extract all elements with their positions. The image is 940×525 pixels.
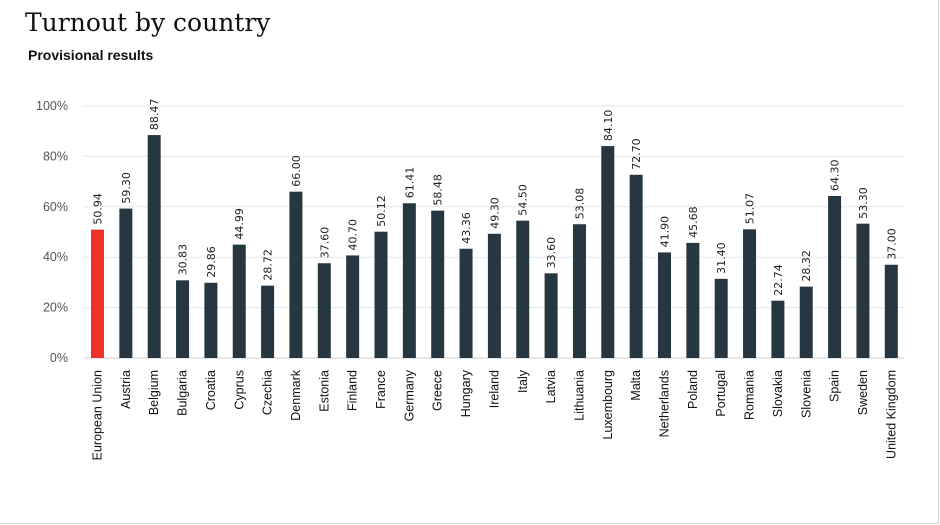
bar-layer: [91, 135, 898, 358]
bar: [743, 229, 757, 358]
bar: [176, 280, 190, 358]
label-layer: 0% 20% 40% 60% 80% 100% 50.94 European Union 59.…: [36, 99, 898, 461]
category-label: Cyprus: [232, 370, 246, 410]
bar: [459, 248, 473, 358]
bar-value-label: 45.68: [687, 206, 700, 238]
category-label: European Union: [91, 370, 105, 460]
bar: [204, 282, 218, 358]
bar: [658, 252, 671, 358]
bar-value-label: 61.41: [403, 167, 416, 199]
y-tick-label: 40%: [43, 250, 68, 264]
category-label: Ireland: [487, 370, 501, 408]
bar-value-label: 66.00: [290, 155, 303, 187]
bar: [884, 264, 898, 358]
bar-value-label: 50.12: [375, 195, 388, 227]
bar: [317, 263, 331, 358]
chart-title: Turnout by country: [25, 8, 271, 37]
bar-value-label: 53.08: [573, 188, 586, 220]
bar: [601, 146, 615, 358]
category-label: Sweden: [856, 370, 870, 415]
bar-value-label: 33.60: [545, 237, 558, 269]
category-label: Slovenia: [799, 370, 813, 418]
bar-value-label: 22.74: [772, 264, 785, 296]
category-label: Italy: [516, 369, 530, 393]
bar: [487, 233, 501, 358]
bar-value-label: 37.00: [885, 228, 898, 260]
bar: [856, 223, 870, 358]
y-tick-label: 20%: [43, 301, 68, 315]
y-tick-label: 100%: [36, 99, 68, 113]
bar-value-label: 53.30: [857, 187, 870, 219]
category-label: Portugal: [714, 370, 728, 417]
y-tick-label: 0%: [50, 351, 68, 365]
category-label: Luxembourg: [601, 370, 615, 440]
bar: [686, 242, 700, 358]
bar: [799, 286, 813, 358]
category-label: Romania: [743, 370, 757, 420]
bar: [261, 285, 275, 358]
category-label: United Kingdom: [884, 370, 898, 459]
bar-value-label: 51.07: [744, 193, 757, 225]
category-label: Finland: [346, 370, 360, 411]
category-label: Lithuania: [572, 370, 586, 421]
bar-value-label: 41.90: [659, 216, 672, 248]
bar-value-label: 88.47: [148, 99, 161, 131]
bar: [91, 229, 104, 358]
category-label: Poland: [686, 370, 700, 409]
bar: [771, 300, 785, 358]
category-label: Denmark: [289, 369, 303, 420]
bar-value-label: 37.60: [318, 227, 331, 259]
bar: [516, 220, 530, 358]
bar-value-label: 72.70: [630, 138, 643, 170]
bar-value-label: 40.70: [347, 219, 360, 251]
bar: [431, 210, 445, 358]
bar: [402, 203, 416, 358]
bar-value-label: 54.50: [517, 184, 530, 216]
bar-value-label: 30.83: [177, 244, 190, 276]
category-label: Germany: [402, 369, 416, 421]
category-label: Croatia: [204, 370, 218, 410]
category-label: Slovakia: [771, 370, 785, 417]
bar-value-label: 49.30: [488, 197, 501, 229]
bar-value-label: 64.30: [829, 159, 842, 191]
category-label: Latvia: [544, 370, 558, 403]
bar: [147, 135, 161, 358]
category-label: Bulgaria: [176, 370, 190, 416]
chart-subtitle: Provisional results: [28, 47, 154, 63]
category-label: Malta: [629, 370, 643, 401]
bar: [544, 273, 558, 358]
category-label: Czechia: [261, 370, 275, 415]
bar: [346, 255, 360, 358]
category-label: Austria: [119, 370, 133, 409]
bar: [289, 191, 303, 358]
category-label: Belgium: [147, 370, 161, 415]
category-label: Netherlands: [658, 370, 672, 437]
category-label: France: [374, 370, 388, 409]
bar: [629, 174, 643, 358]
y-tick-label: 80%: [43, 149, 68, 163]
bar-value-label: 50.94: [92, 193, 105, 225]
bar: [119, 208, 133, 358]
bar: [714, 278, 728, 358]
bar-value-label: 44.99: [233, 208, 246, 240]
bar: [374, 231, 388, 358]
bar-value-label: 84.10: [602, 110, 615, 142]
bar-value-label: 31.40: [715, 242, 728, 274]
bar-value-label: 28.72: [262, 249, 275, 281]
bar: [828, 195, 842, 358]
bar: [232, 244, 246, 358]
bar-value-label: 28.32: [800, 250, 813, 282]
category-label: Greece: [431, 370, 445, 411]
y-tick-label: 60%: [43, 200, 68, 214]
category-label: Spain: [828, 370, 842, 402]
bar-value-label: 29.86: [205, 246, 218, 278]
bar-value-label: 43.36: [460, 212, 473, 244]
bar-value-label: 59.30: [120, 172, 133, 204]
bar: [572, 224, 586, 358]
category-label: Hungary: [459, 369, 473, 417]
bar-value-label: 58.48: [432, 174, 445, 206]
category-label: Estonia: [317, 370, 331, 412]
